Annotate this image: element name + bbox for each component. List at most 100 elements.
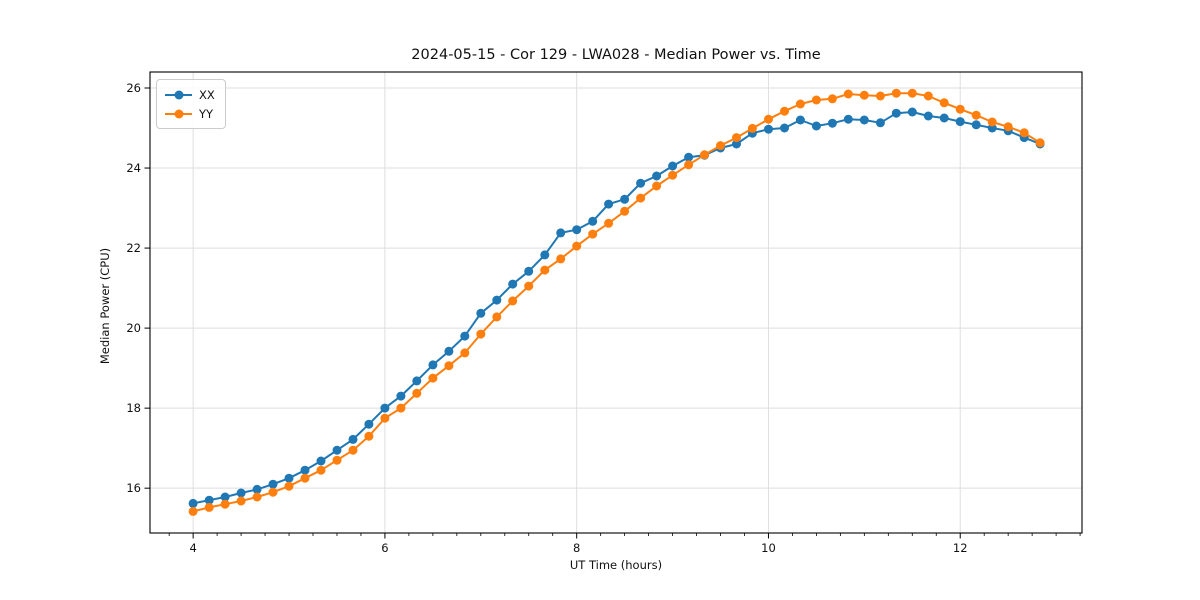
series-yy-point xyxy=(572,241,582,251)
y-tick-label: 26 xyxy=(126,81,141,95)
series-xx-point xyxy=(412,376,422,386)
series-yy-point xyxy=(700,150,709,160)
series-xx-point xyxy=(460,331,470,341)
series-xx-point xyxy=(396,391,406,401)
series-xx-point xyxy=(284,473,294,483)
series-yy-point xyxy=(412,388,422,398)
x-tick-label: 10 xyxy=(761,541,776,555)
series-yy-point xyxy=(316,465,326,475)
x-axis-ticks: 4 6 8 10 12 xyxy=(189,533,968,555)
series-yy-point xyxy=(843,89,853,99)
series-yy-point xyxy=(780,106,789,116)
series-yy-point xyxy=(684,160,694,170)
series-xx-line xyxy=(192,111,1042,505)
series-xx-point xyxy=(444,346,454,356)
series-xx-point xyxy=(795,115,805,125)
series-xx-point xyxy=(348,434,358,444)
series-xx-point xyxy=(955,117,965,127)
series-xx-point xyxy=(476,308,486,318)
series-yy-point xyxy=(332,455,342,465)
series-yy-point xyxy=(716,141,725,151)
series-xx-point xyxy=(891,108,901,118)
series-xx-point xyxy=(220,492,230,502)
series-xx-point xyxy=(811,121,821,131)
series-yy-point xyxy=(620,206,630,216)
y-tick-label: 18 xyxy=(126,401,141,415)
series-yy-swatch xyxy=(165,109,192,118)
series-xx-point xyxy=(428,360,438,370)
y-tick-label: 16 xyxy=(126,481,141,495)
series-xx-point xyxy=(236,488,246,498)
series-yy-point xyxy=(827,94,837,104)
series-xx-point xyxy=(316,456,326,466)
x-tick-label: 8 xyxy=(573,541,580,555)
series-xx-point xyxy=(636,178,646,188)
series-xx-point xyxy=(540,250,550,260)
y-tick-label: 20 xyxy=(126,321,141,335)
series-yy-point xyxy=(524,281,534,291)
series-yy-point xyxy=(588,229,598,239)
series-yy-point xyxy=(747,123,757,133)
series-yy xyxy=(188,88,1045,516)
series-yy-point xyxy=(811,95,821,105)
series-xx-point xyxy=(188,498,198,508)
series-yy-line xyxy=(192,92,1042,513)
legend-item-yy: YY xyxy=(165,104,215,123)
series-yy-point xyxy=(540,265,550,275)
chart-title: 2024-05-15 - Cor 129 - LWA028 - Median P… xyxy=(411,47,821,63)
series-yy-point xyxy=(364,431,374,441)
series-yy-point xyxy=(476,329,486,339)
series-xx-point xyxy=(364,419,374,429)
series-yy-point xyxy=(732,133,741,143)
series-yy-point xyxy=(188,506,198,516)
series-yy-point xyxy=(955,104,965,114)
legend: XX YY xyxy=(156,79,226,129)
series-yy-point xyxy=(1003,122,1013,132)
legend-label-xx: XX xyxy=(199,87,215,102)
series-xx-point xyxy=(524,266,534,276)
series-xx-point xyxy=(843,114,853,124)
series-yy-point xyxy=(604,218,614,228)
series-xx-point xyxy=(875,118,885,128)
series-xx-point xyxy=(204,495,214,505)
series-xx-point xyxy=(572,225,582,235)
series-xx-point xyxy=(780,123,789,133)
series-yy-point xyxy=(939,98,949,108)
y-tick-label: 24 xyxy=(126,161,141,175)
series-yy-point xyxy=(668,170,678,180)
series-xx-point xyxy=(556,228,566,238)
series-xx-point xyxy=(604,199,614,209)
series-xx-point xyxy=(764,124,773,134)
series-xx-point xyxy=(268,479,278,489)
series-xx-point xyxy=(827,118,837,128)
series-xx-point xyxy=(971,120,981,130)
legend-item-xx: XX xyxy=(165,85,215,104)
legend-label-yy: YY xyxy=(199,106,214,121)
series-xx-point xyxy=(492,295,502,305)
series-yy-point xyxy=(284,481,294,491)
series-xx-point xyxy=(732,139,741,149)
series-xx xyxy=(188,107,1045,508)
series-xx-point xyxy=(332,445,342,455)
x-tick-label: 6 xyxy=(381,541,388,555)
series-xx-point xyxy=(923,111,933,121)
series-yy-point xyxy=(764,114,773,124)
series-xx-swatch xyxy=(165,90,192,99)
x-minor-ticks xyxy=(168,533,1081,536)
series-yy-point xyxy=(556,254,566,264)
series-yy-point xyxy=(492,312,502,322)
x-axis-label: UT Time (hours) xyxy=(569,558,663,572)
series-yy-point xyxy=(268,487,278,497)
series-xx-point xyxy=(508,279,518,289)
series-yy-point xyxy=(907,88,917,98)
series-yy-point xyxy=(1035,138,1045,148)
series-yy-point xyxy=(252,492,262,502)
series-xx-point xyxy=(668,161,678,171)
series-yy-point xyxy=(300,473,310,483)
y-axis-ticks: 16 18 20 22 24 26 xyxy=(126,81,150,495)
series-xx-point xyxy=(907,107,917,117)
x-tick-label: 12 xyxy=(953,541,968,555)
series-xx-point xyxy=(380,403,390,413)
